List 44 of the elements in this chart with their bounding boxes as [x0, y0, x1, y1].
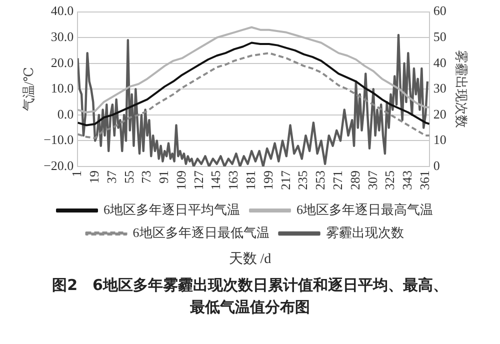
x-tick-label: 55	[121, 170, 136, 184]
x-tick-label: 109	[173, 170, 188, 190]
x-tick-label: 199	[260, 170, 276, 190]
y-tick-label: −10.0	[44, 132, 74, 148]
x-tick-label: 1	[69, 170, 84, 177]
legend-label: 6地区多年逐日最低气温	[132, 224, 270, 240]
x-tick-label: 325	[382, 170, 398, 190]
x-tick-label: 127	[190, 170, 206, 190]
x-tick-label: 343	[400, 170, 415, 190]
x-tick-label: 217	[278, 170, 293, 190]
y-tick-label: 40.0	[50, 3, 74, 18]
x-tick-label: 19	[86, 170, 102, 184]
y2-tick-label: 20	[433, 106, 446, 122]
y2-tick-label: 30	[433, 80, 446, 96]
x-axis-title: 天数 /d	[228, 250, 272, 269]
x-tick-label: 163	[226, 170, 241, 190]
legend-label: 6地区多年逐日平均气温	[104, 202, 240, 217]
y-tick-label: −20.0	[44, 158, 74, 173]
text: 图2 6地区多年雾霾出现次数日累计值和逐日平均、最高、最低气温值分布图	[51, 275, 449, 318]
x-tick-label: 271	[330, 170, 345, 190]
y-tick-label: 30.0	[50, 29, 74, 44]
y2-tick-label: 60	[433, 3, 446, 18]
x-tick-label: 235	[295, 170, 310, 190]
legend-label: 6地区多年逐日最高气温	[296, 202, 433, 217]
y-tick-label: 20.0	[50, 54, 74, 70]
y2-tick-label: 50	[433, 29, 446, 44]
x-tick-label: 37	[104, 170, 119, 184]
line-series	[78, 52, 430, 140]
x-tick-label: 73	[138, 170, 154, 184]
y2-tick-label: 10	[433, 132, 446, 148]
x-tick-label: 361	[416, 170, 432, 190]
x-tick-label: 91	[156, 170, 172, 184]
x-tick-label: 307	[364, 170, 380, 190]
y2-tick-label: 40	[433, 54, 446, 70]
y-axis-title: 气温/℃	[21, 67, 36, 112]
x-tick-label: 181	[243, 170, 258, 190]
x-tick-label: 289	[347, 170, 362, 190]
y2-axis-title: 雾霾出现次数	[454, 50, 469, 128]
y-tick-label: 10.0	[50, 80, 74, 96]
y2-tick-label: 0	[433, 158, 440, 173]
y-tick-label: 0.0	[57, 106, 74, 122]
x-tick-label: 145	[208, 170, 224, 190]
legend-label: 雾霾出现次数	[326, 224, 404, 240]
x-tick-label: 253	[312, 170, 328, 190]
